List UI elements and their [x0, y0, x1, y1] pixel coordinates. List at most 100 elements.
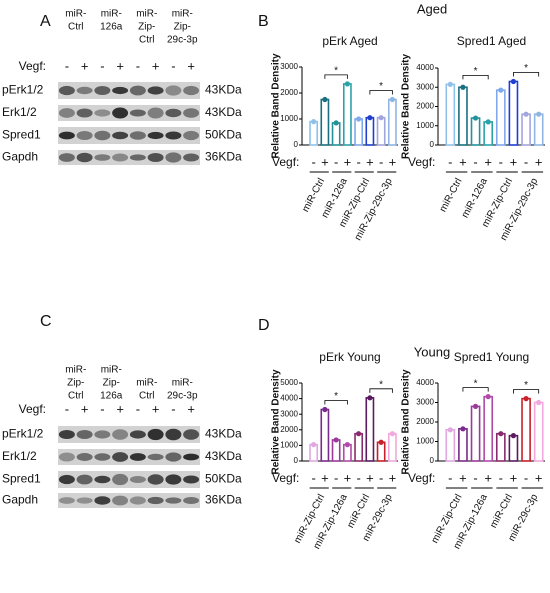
- blot-band: [165, 108, 182, 118]
- blot-band: [76, 429, 93, 440]
- bar-dot: [378, 115, 384, 121]
- blot-band: [183, 153, 200, 162]
- blot-band: [129, 496, 146, 505]
- significance-label: *: [474, 66, 478, 77]
- lane-label: Zip-: [67, 378, 84, 389]
- y-tick-label: 3000: [416, 398, 434, 407]
- vegf-sign: +: [366, 470, 374, 485]
- x-axis-label: Vegf:: [408, 155, 435, 169]
- lane-label: miR-: [172, 9, 193, 20]
- blot-band: [76, 86, 93, 95]
- blot-band: [94, 496, 111, 505]
- blot-band: [76, 474, 93, 485]
- bar: [387, 432, 397, 462]
- y-tick-label: 4000: [416, 378, 434, 387]
- bar-dot: [498, 87, 504, 93]
- blot-band: [129, 85, 146, 96]
- vegf-sign: -: [473, 470, 477, 485]
- bar-dot: [460, 426, 466, 432]
- bar-dot: [356, 116, 362, 122]
- bar: [331, 122, 341, 146]
- bar: [309, 120, 319, 146]
- panel-label: D: [258, 317, 270, 334]
- vegf-sign: +: [484, 470, 492, 485]
- chart-title: Spred1 Young: [454, 350, 529, 364]
- panel-label: A: [40, 13, 51, 30]
- blot-strip: [58, 471, 200, 488]
- significance-bracket: [513, 389, 540, 394]
- vegf-label: Vegf:: [19, 59, 46, 73]
- blot-band: [147, 152, 164, 163]
- blot-band: [129, 430, 146, 439]
- bar: [387, 98, 397, 146]
- bar-dot: [523, 396, 529, 402]
- significance-label: *: [474, 378, 478, 389]
- lane-label: Zip-: [103, 378, 120, 389]
- bar-dot: [356, 431, 362, 437]
- bar-dot: [322, 96, 328, 103]
- vegf-sign: -: [356, 470, 360, 485]
- blot-band: [165, 474, 182, 485]
- lane-label: miR-: [65, 9, 86, 20]
- x-axis-label: Vegf:: [408, 471, 435, 485]
- bar: [354, 118, 364, 146]
- bar: [470, 405, 481, 462]
- row-size: 43KDa: [205, 449, 242, 463]
- blot-band: [183, 429, 200, 440]
- row-size: 50KDa: [205, 128, 242, 142]
- vegf-sign: +: [116, 58, 124, 73]
- bar: [376, 116, 386, 146]
- vegf-sign: -: [356, 154, 360, 169]
- blot-band: [165, 428, 182, 441]
- lane-label: 126a: [100, 391, 123, 402]
- blot-band: [147, 86, 164, 95]
- y-tick-label: 0: [294, 456, 299, 465]
- blot-band: [183, 496, 200, 505]
- bar: [533, 113, 544, 146]
- blot-strip: [58, 127, 200, 144]
- lane-label: miR-: [101, 365, 122, 376]
- blot-band: [58, 131, 75, 140]
- vegf-sign: +: [389, 154, 397, 169]
- blot-band: [94, 109, 111, 117]
- bar-dot: [510, 433, 517, 439]
- blot-band: [58, 153, 75, 162]
- vegf-sign: -: [379, 470, 383, 485]
- blot-strip: [58, 105, 200, 121]
- bar: [342, 83, 352, 146]
- y-tick-label: 0: [430, 140, 435, 149]
- bar: [365, 116, 375, 146]
- vegf-sign: -: [171, 58, 175, 73]
- vegf-sign: -: [334, 154, 338, 169]
- x-tick-label: miR-Ctrl: [488, 492, 515, 530]
- blot-band: [183, 130, 200, 141]
- lane-label: Ctrl: [68, 391, 84, 402]
- lane-label: miR-: [65, 365, 86, 376]
- y-tick-label: 1000: [280, 114, 298, 123]
- bar: [521, 397, 531, 462]
- blot-band: [112, 107, 129, 119]
- vegf-sign: -: [65, 58, 69, 73]
- bar-dot: [389, 96, 395, 103]
- bar-dot: [498, 431, 504, 437]
- bar: [445, 428, 456, 462]
- chart-title: pErk Young: [319, 350, 380, 364]
- vegf-sign: +: [510, 470, 518, 485]
- chart-title: pErk Aged: [322, 34, 377, 48]
- blot-band: [94, 475, 111, 484]
- bar-dot: [367, 395, 373, 401]
- chart-title: Spred1 Aged: [457, 34, 526, 48]
- x-axis-label: Vegf:: [272, 471, 299, 485]
- x-tick-label: miR-Ctrl: [438, 176, 465, 214]
- y-tick-label: 2000: [280, 88, 298, 97]
- y-tick-label: 1000: [280, 441, 298, 450]
- significance-label: *: [334, 391, 338, 402]
- bar: [458, 86, 468, 146]
- vegf-sign: +: [535, 154, 543, 169]
- significance-bracket: [462, 74, 489, 80]
- row-label: Gapdh: [2, 150, 38, 164]
- vegf-sign: -: [136, 401, 140, 416]
- blot-band: [94, 154, 111, 161]
